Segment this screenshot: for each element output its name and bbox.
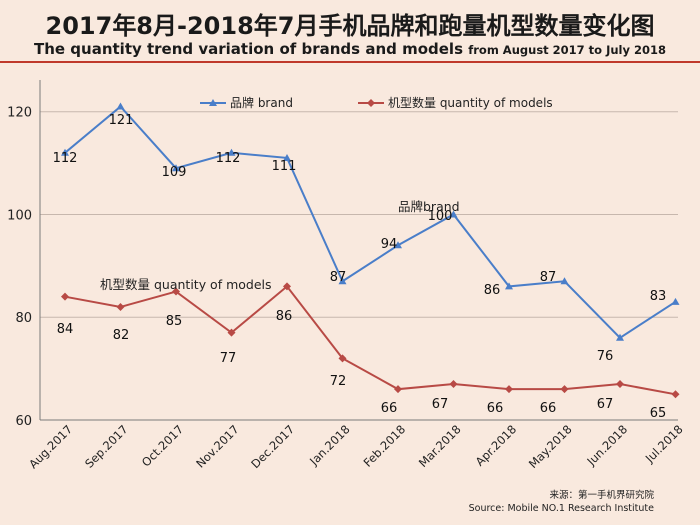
data-label: 111 [272, 159, 297, 174]
x-tick-label: Jul.2018 [642, 422, 686, 466]
data-point [394, 385, 402, 394]
data-label: 121 [109, 113, 134, 128]
series-line-1 [64, 105, 677, 340]
x-tick-label: Feb.2018 [361, 422, 409, 470]
x-tick-label: Oct.2017 [139, 422, 186, 469]
x-tick-label: Sep.2017 [82, 422, 131, 471]
data-label: 77 [220, 351, 237, 366]
data-point [671, 297, 680, 305]
data-label: 86 [484, 283, 501, 298]
data-point [61, 148, 69, 156]
data-label: 67 [597, 397, 614, 412]
source-cn: 来源：第一手机界研究院 [549, 490, 654, 501]
annotation-brand: 品牌brand [398, 199, 460, 214]
data-point [560, 277, 569, 285]
data-point [116, 102, 125, 110]
title-divider [0, 61, 700, 63]
data-point [505, 282, 513, 290]
data-point [616, 333, 624, 341]
data-point [116, 302, 125, 311]
y-tick-label: 100 [7, 208, 32, 223]
data-label: 87 [540, 270, 557, 285]
data-point [283, 153, 291, 161]
subtitle-range: from August 2017 to July 2018 [468, 43, 666, 57]
data-label: 67 [432, 397, 449, 412]
chart-title: 2017年8月-2018年7月手机品牌和跑量机型数量变化图 [45, 12, 655, 40]
data-point [338, 277, 347, 285]
legend-marker [209, 99, 217, 106]
data-point [172, 164, 180, 172]
data-point [616, 380, 624, 389]
data-label: 76 [597, 349, 614, 364]
x-tick-label: Aug.2017 [26, 422, 75, 471]
data-label: 94 [381, 237, 398, 252]
data-point [560, 385, 569, 394]
data-label: 109 [162, 165, 187, 180]
data-point [283, 282, 291, 291]
x-tick-label: Jun.2018 [584, 422, 631, 469]
data-label: 87 [330, 270, 347, 285]
x-tick-label: Mar.2018 [416, 422, 464, 470]
legend-marker [367, 99, 375, 107]
series-line-2 [64, 284, 676, 396]
data-label: 72 [330, 374, 347, 389]
x-tick-label: Dec.2017 [248, 422, 297, 471]
data-label: 112 [216, 151, 241, 166]
data-label: 112 [53, 151, 78, 166]
annotation-models: 机型数量 quantity of models [100, 277, 272, 292]
data-label: 84 [57, 322, 74, 337]
legend-label: 品牌 brand [230, 96, 293, 110]
data-label: 83 [650, 289, 667, 304]
data-point [338, 354, 347, 363]
y-tick-label: 60 [15, 414, 32, 429]
x-tick-label: Apr.2018 [473, 422, 520, 469]
data-point [172, 287, 180, 296]
legend-label: 机型数量 quantity of models [388, 95, 553, 110]
x-tick-label: Jan.2018 [306, 422, 352, 468]
data-point [505, 385, 513, 394]
source-note: 来源：第一手机界研究院 Source: Mobile NO.1 Research… [469, 489, 654, 515]
data-label: 66 [487, 401, 504, 416]
source-en: Source: Mobile NO.1 Research Institute [468, 503, 654, 514]
data-label: 86 [276, 309, 293, 324]
data-point [394, 241, 402, 249]
data-point [61, 292, 69, 301]
data-point [449, 380, 458, 389]
data-label: 66 [540, 401, 557, 416]
x-tick-label: May.2018 [526, 422, 575, 471]
data-point [227, 148, 236, 156]
data-label: 100 [428, 209, 453, 224]
subtitle-main: The quantity trend variation of brands a… [33, 40, 464, 58]
x-tick-label: Nov.2017 [193, 422, 241, 470]
data-point [449, 210, 458, 218]
y-tick-label: 80 [15, 311, 32, 326]
data-label: 85 [166, 314, 183, 329]
data-point [227, 328, 236, 337]
data-label: 82 [113, 328, 130, 343]
data-label: 65 [650, 406, 667, 421]
chart-subtitle: The quantity trend variation of brands a… [0, 40, 700, 58]
data-point [671, 390, 680, 399]
y-tick-label: 120 [7, 106, 32, 121]
data-label: 66 [381, 401, 398, 416]
